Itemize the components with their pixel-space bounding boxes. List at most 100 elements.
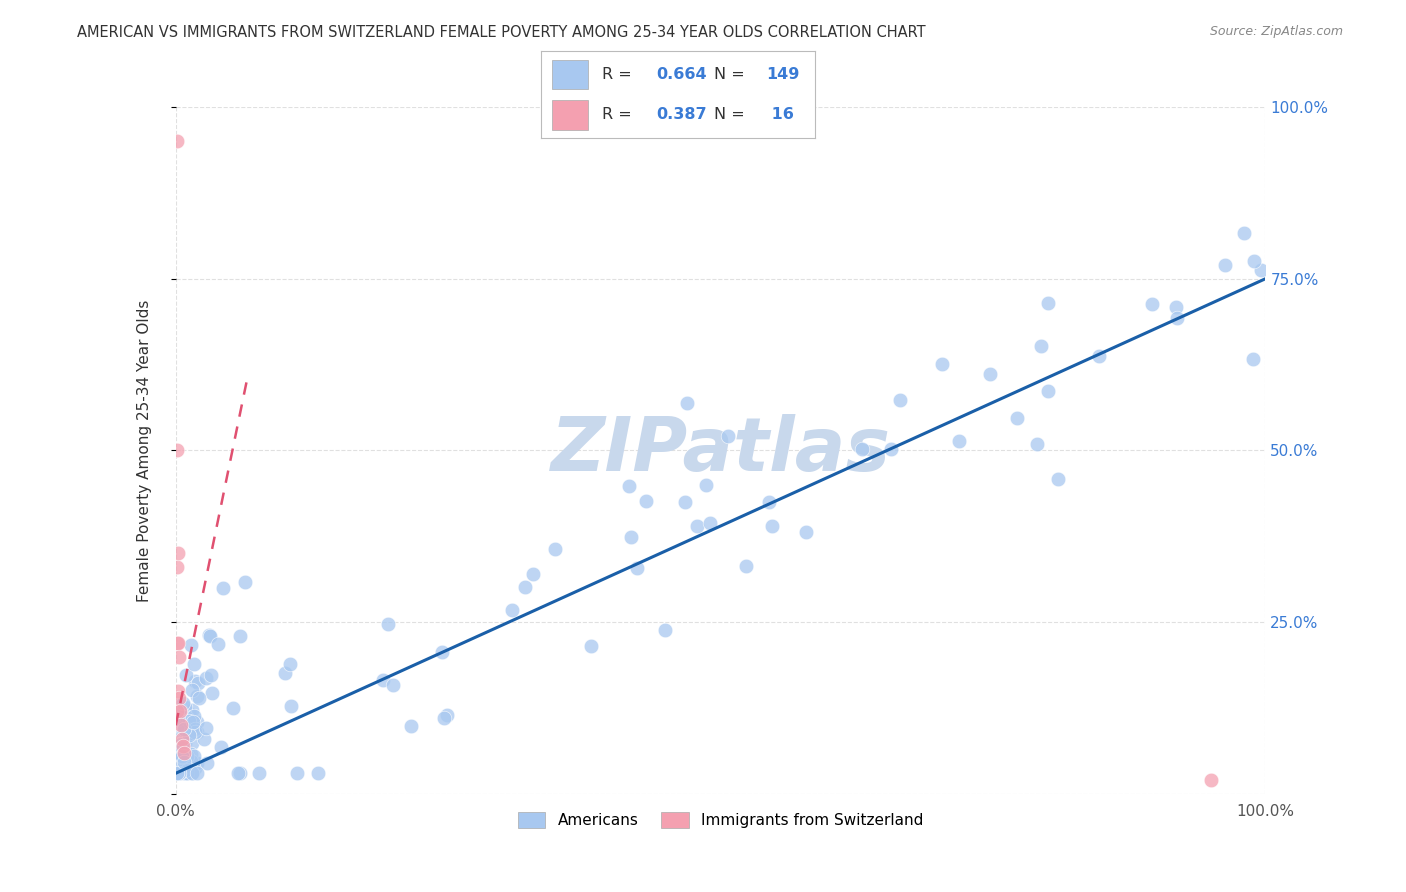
Point [758, 495, 780, 509]
Point [201, 686, 224, 700]
Point [167, 649, 190, 664]
Point [1250, 263, 1272, 277]
Point [166, 766, 188, 780]
Point [433, 710, 456, 724]
Point [401, 719, 423, 733]
Point [173, 746, 195, 760]
Point [619, 479, 641, 493]
Point [1047, 472, 1070, 486]
Point [1005, 410, 1028, 425]
Point [197, 628, 219, 642]
Point [166, 723, 188, 737]
Point [695, 478, 717, 492]
Point [184, 723, 207, 737]
Point [173, 740, 195, 755]
Point [170, 718, 193, 732]
Point [167, 636, 190, 650]
Point [166, 753, 188, 767]
Point [1038, 384, 1060, 398]
Point [761, 519, 783, 533]
Point [170, 766, 193, 780]
Point [173, 708, 195, 723]
Point [170, 747, 193, 761]
Point [180, 766, 202, 780]
Point [183, 760, 205, 774]
Point [430, 644, 453, 658]
Point [167, 766, 190, 780]
Point [174, 766, 197, 780]
Point [1087, 349, 1109, 363]
Point [229, 629, 252, 643]
Point [307, 766, 329, 780]
Point [169, 702, 191, 716]
Point [226, 766, 249, 780]
Point [167, 546, 190, 561]
Point [1031, 339, 1053, 353]
Point [166, 705, 188, 719]
Point [278, 657, 301, 671]
Point [172, 731, 194, 746]
Point [209, 740, 232, 755]
Point [170, 740, 193, 755]
Text: AMERICAN VS IMMIGRANTS FROM SWITZERLAND FEMALE POVERTY AMONG 25-34 YEAR OLDS COR: AMERICAN VS IMMIGRANTS FROM SWITZERLAND … [77, 25, 927, 40]
Point [177, 714, 200, 728]
Point [1243, 254, 1265, 268]
Point [880, 442, 903, 457]
Point [169, 705, 191, 719]
Point [166, 766, 188, 780]
Text: 0.664: 0.664 [657, 67, 707, 81]
Point [180, 747, 202, 761]
Point [371, 673, 394, 687]
Text: 149: 149 [766, 67, 800, 81]
Point [195, 756, 218, 771]
Point [179, 723, 201, 738]
Point [176, 749, 198, 764]
Point [169, 698, 191, 713]
Point [173, 766, 195, 780]
Point [948, 434, 970, 448]
Point [931, 357, 953, 371]
Point [675, 396, 697, 410]
Point [1215, 258, 1237, 272]
Point [184, 674, 207, 689]
Point [634, 494, 657, 508]
Point [522, 567, 544, 582]
Point [673, 495, 696, 509]
Point [166, 560, 188, 574]
Point [851, 442, 873, 456]
Point [176, 667, 198, 681]
Point [187, 676, 209, 690]
Text: R =: R = [602, 107, 637, 121]
Point [166, 766, 188, 780]
Point [436, 707, 458, 722]
Point [581, 640, 603, 654]
Point [794, 524, 817, 539]
Text: 0.387: 0.387 [657, 107, 707, 121]
Point [198, 629, 221, 643]
Point [194, 722, 217, 736]
Point [172, 741, 194, 756]
Point [280, 698, 302, 713]
Point [233, 575, 256, 590]
Point [1164, 300, 1187, 314]
Point [166, 766, 188, 780]
Point [228, 766, 250, 780]
Point [179, 726, 201, 740]
Point [889, 393, 911, 408]
Point [207, 637, 229, 651]
Point [172, 723, 194, 737]
Point [181, 766, 204, 780]
Point [222, 701, 245, 715]
Point [654, 623, 676, 637]
Point [167, 712, 190, 726]
Point [172, 739, 194, 753]
Point [1166, 310, 1188, 325]
Point [1038, 296, 1060, 310]
Point [172, 709, 194, 723]
Point [166, 443, 188, 458]
Point [186, 766, 208, 780]
Point [170, 737, 193, 751]
Point [172, 696, 194, 710]
Text: R =: R = [602, 67, 637, 81]
Point [186, 714, 208, 729]
